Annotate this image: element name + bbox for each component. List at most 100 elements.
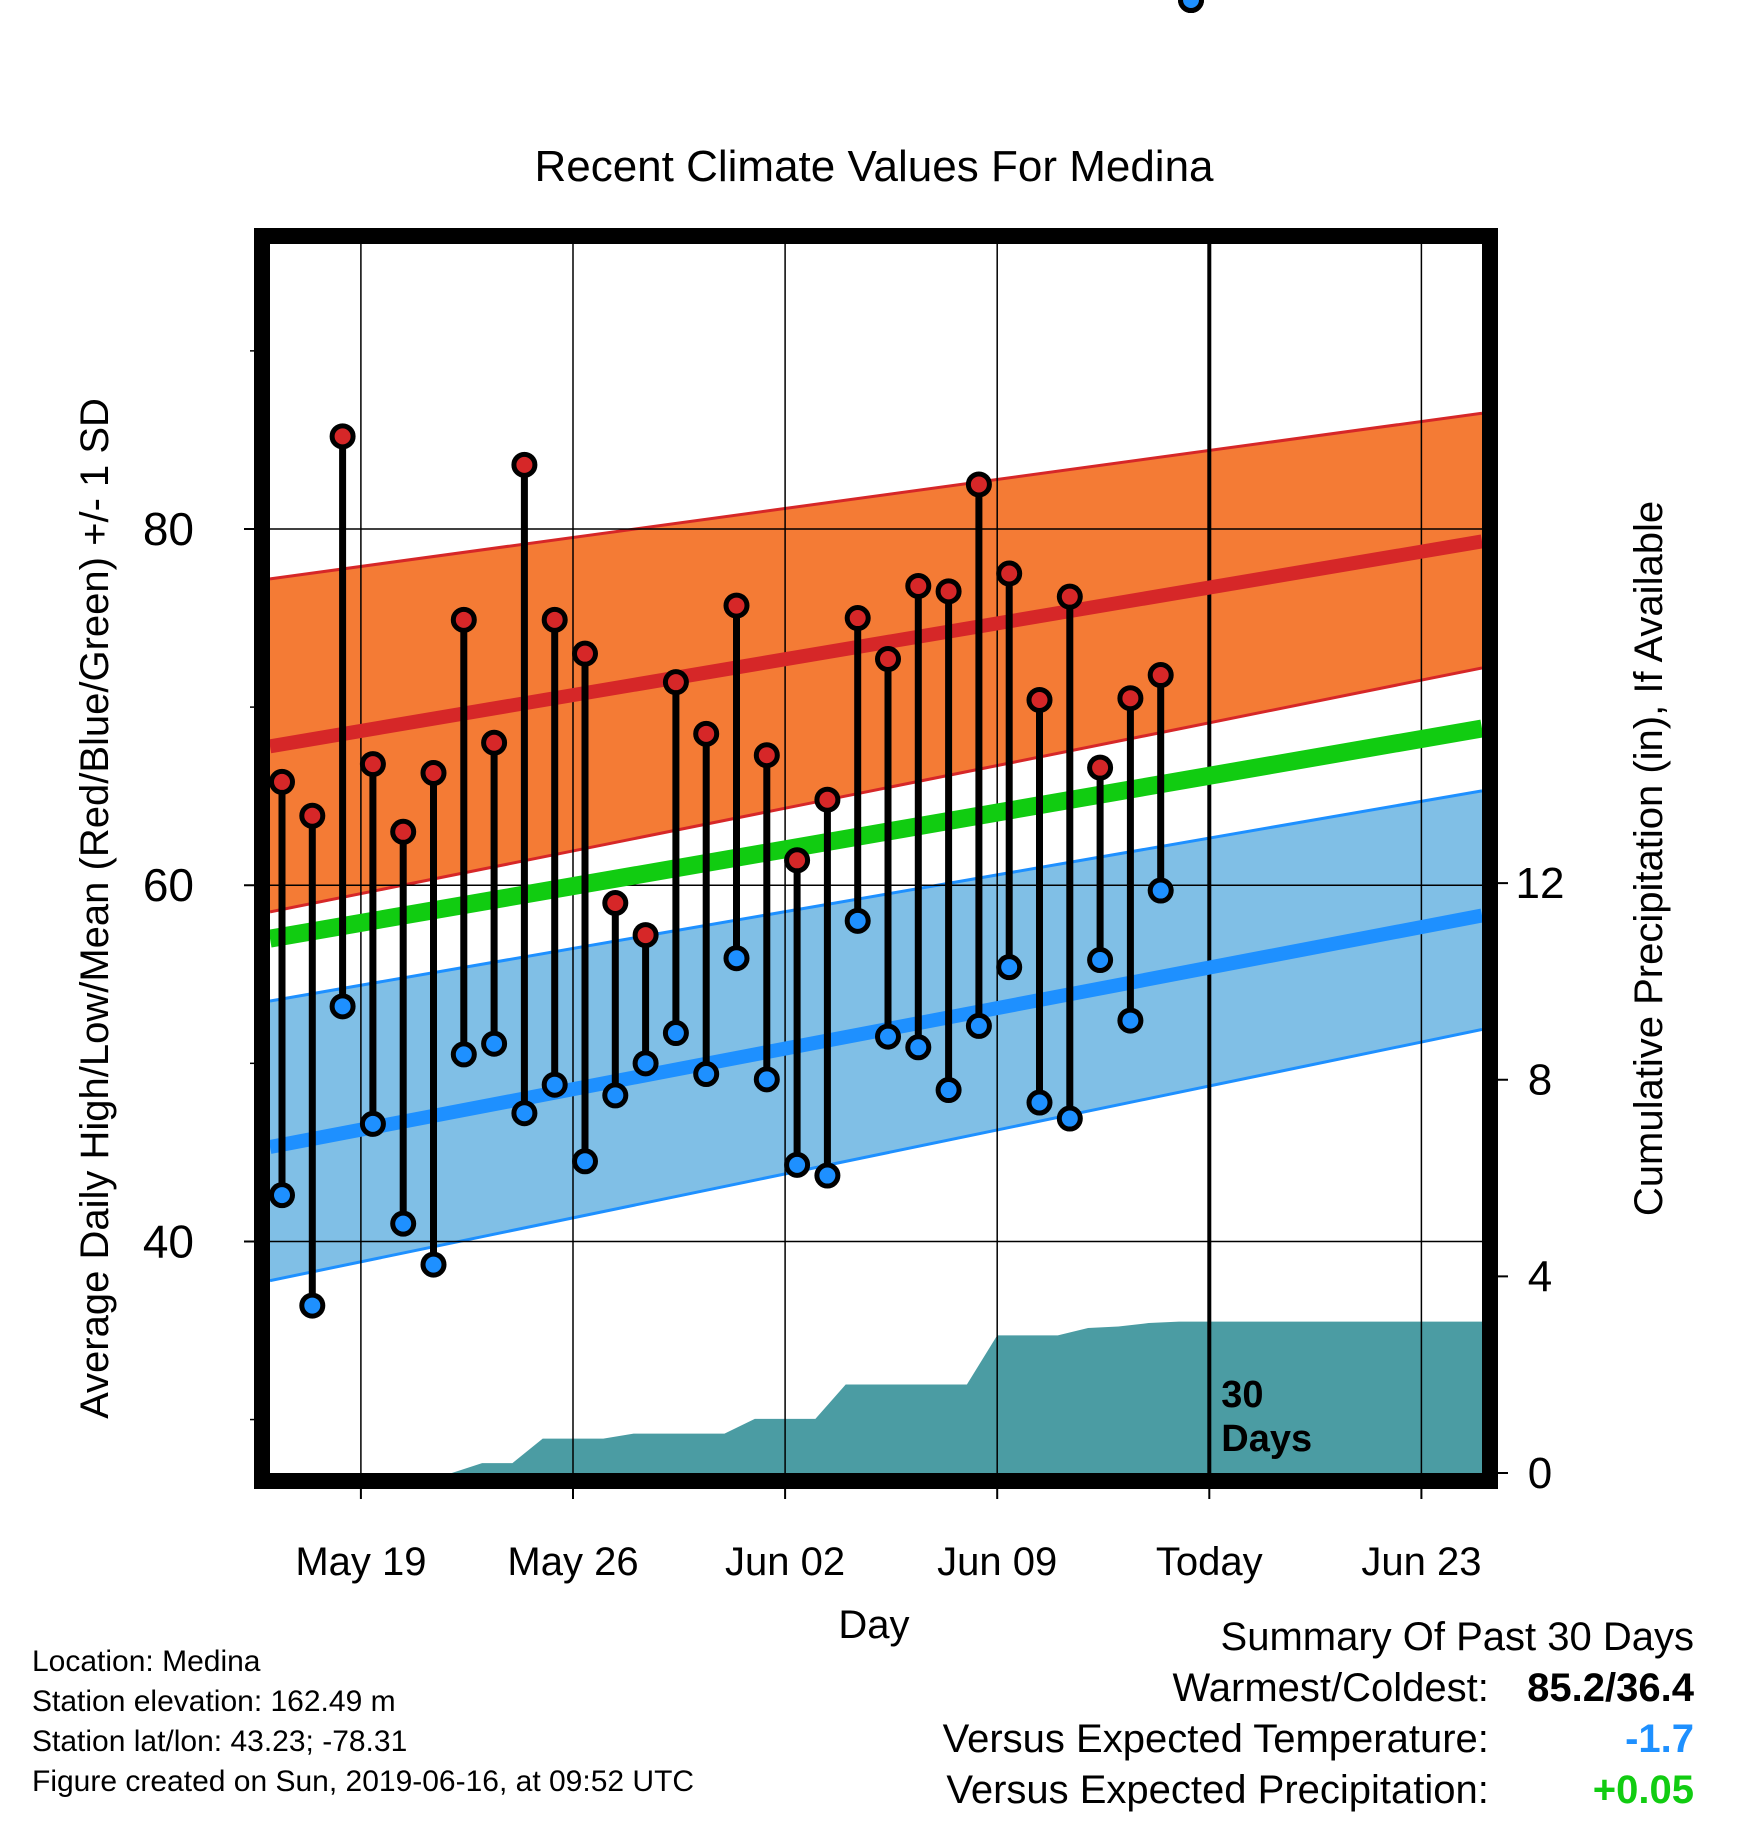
daily-high-point: [753, 742, 780, 769]
daily-high-point: [481, 729, 508, 756]
x-tick-label: Today: [1156, 1540, 1263, 1584]
daily-high-point: [844, 605, 871, 632]
x-axis-label: Day: [838, 1603, 909, 1647]
x-tick-label: Jun 23: [1361, 1540, 1481, 1584]
y2-tick-label: 0: [1528, 1449, 1552, 1498]
summary-temp-row: Versus Expected Temperature: -1.7: [943, 1714, 1694, 1765]
daily-low-point: [693, 1061, 720, 1088]
daily-high-point: [1087, 754, 1114, 781]
y-tick-label: 60: [143, 859, 194, 911]
high-sd-band-upper-edge: [270, 411, 1482, 581]
daily-low-point: [420, 1251, 447, 1278]
daily-high-point: [359, 751, 386, 778]
daily-high-point: [572, 640, 598, 667]
daily-high-point: [632, 922, 659, 949]
daily-low-point: [450, 1041, 477, 1068]
daily-high-point: [511, 451, 538, 478]
daily-low-point: [602, 1082, 629, 1109]
daily-high-point: [905, 572, 932, 599]
y-tick-label: 80: [143, 503, 194, 555]
plot-frame: [254, 228, 1498, 1489]
y2-axis-label: Cumulative Precipitation (in), If Availa…: [1627, 501, 1671, 1216]
daily-low-point: [662, 1020, 689, 1047]
daily-high-point: [875, 646, 901, 673]
daily-high-point: [935, 578, 962, 605]
daily-low-point: [814, 1162, 841, 1189]
daily-high-point: [602, 890, 629, 917]
daily-low-point: [1147, 877, 1174, 904]
daily-low-point: [359, 1110, 386, 1137]
y2-tick-label: 12: [1516, 859, 1565, 908]
y2-tick-label: 8: [1528, 1056, 1552, 1105]
daily-low-point: [1026, 1089, 1053, 1116]
x-tick-label: May 26: [507, 1540, 638, 1584]
y-tick-label: 40: [143, 1215, 194, 1267]
low-sd-band-upper-edge: [270, 789, 1482, 1003]
summary-warm-cold-row: Warmest/Coldest: 85.2/36.4: [943, 1663, 1695, 1714]
daily-high-point: [1056, 583, 1083, 610]
daily-low-point: [572, 1148, 598, 1175]
daily-low-point: [844, 907, 871, 934]
daily-high-point: [996, 560, 1023, 587]
station-info: Location: Medina Station elevation: 162.…: [32, 1642, 694, 1802]
low-sd-band-lower-edge: [270, 1028, 1482, 1283]
daily-low-point: [905, 1034, 932, 1061]
daily-high-point: [662, 669, 689, 696]
daily-high-point: [1026, 686, 1053, 713]
today-label-line2: Days: [1221, 1418, 1312, 1460]
daily-low-point: [481, 1030, 508, 1057]
average-mean-line: [270, 719, 1482, 948]
y2-tick-label: 4: [1528, 1252, 1552, 1301]
high-sd-band-lower-edge: [270, 666, 1482, 914]
daily-low-point: [1087, 947, 1114, 974]
temp-value: -1.7: [1625, 1717, 1694, 1761]
daily-low-point: [723, 945, 750, 972]
daily-high-point: [1117, 685, 1144, 712]
chart-title: Recent Climate Values For Medina: [534, 142, 1214, 191]
daily-high-point: [784, 847, 811, 874]
daily-low-point: [1056, 1105, 1083, 1132]
daily-high-point: [723, 592, 750, 619]
warm-cold-value: 85.2/36.4: [1527, 1666, 1694, 1710]
created-text: Figure created on Sun, 2019-06-16, at 09…: [32, 1765, 695, 1798]
daily-low-point: [1117, 1007, 1144, 1034]
precip-area: [270, 1321, 1482, 1473]
daily-low-point: [875, 1023, 901, 1050]
daily-high-point: [269, 768, 295, 795]
daily-low-point: [390, 1210, 417, 1237]
daily-low-point: [541, 1071, 568, 1098]
daily-high-point: [965, 471, 992, 498]
y-axis-label: Average Daily High/Low/Mean (Red/Blue/Gr…: [73, 398, 117, 1419]
daily-low-point: [965, 1012, 992, 1039]
daily-high-point: [693, 720, 720, 747]
warm-cold-label: Warmest/Coldest:: [1172, 1666, 1489, 1710]
low-mean-line: [270, 908, 1482, 1154]
daily-low-point: [784, 1151, 811, 1178]
elevation-text: Station elevation: 162.49 m: [32, 1685, 396, 1718]
daily-high-point: [420, 760, 447, 787]
daily-high-point: [299, 802, 326, 829]
daily-high-point: [541, 606, 568, 633]
location-text: Location: Medina: [32, 1645, 261, 1678]
daily-high-point: [1147, 662, 1174, 689]
high-mean-line: [270, 534, 1482, 754]
daily-low-point: [1178, 0, 1204, 13]
x-tick-label: Jun 02: [725, 1540, 845, 1584]
temp-label: Versus Expected Temperature:: [942, 1717, 1489, 1761]
latlon-text: Station lat/lon: 43.23; -78.31: [32, 1725, 408, 1758]
daily-low-point: [632, 1050, 659, 1077]
daily-low-point: [753, 1066, 780, 1093]
precip-label: Versus Expected Precipitation:: [946, 1768, 1489, 1812]
today-label-line1: 30: [1221, 1374, 1263, 1416]
summary-heading: Summary Of Past 30 Days: [1220, 1615, 1694, 1659]
summary-precip-row: Versus Expected Precipitation: +0.05: [943, 1765, 1694, 1816]
precip-value: +0.05: [1592, 1768, 1694, 1812]
summary-panel: Summary Of Past 30 Days Warmest/Coldest:…: [943, 1612, 1694, 1816]
daily-high-point: [329, 423, 356, 450]
daily-low-point: [269, 1182, 295, 1209]
daily-high-point: [814, 786, 841, 813]
daily-high-point: [450, 606, 477, 633]
daily-low-point: [329, 993, 356, 1020]
daily-low-point: [511, 1100, 538, 1127]
